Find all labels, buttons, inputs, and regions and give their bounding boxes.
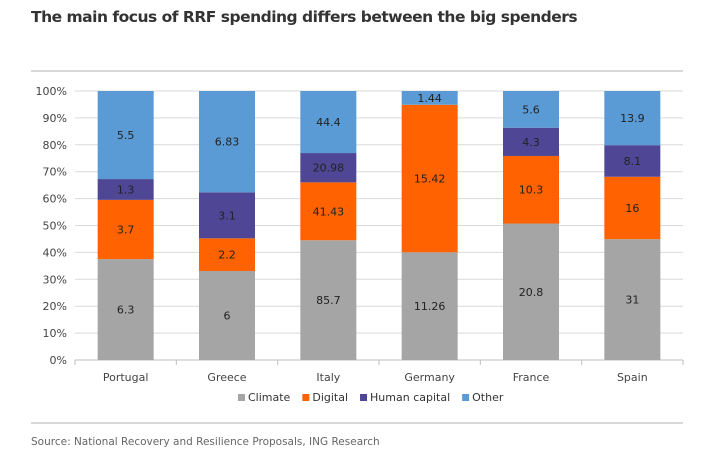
data-label: 5.6 [522,103,540,116]
bar-segment-climate [401,252,458,360]
legend-label: Other [472,391,504,404]
legend-swatch [462,394,470,401]
data-label: 2.2 [218,249,236,262]
y-tick-label: 70% [43,166,67,179]
y-tick-label: 30% [43,273,67,286]
bar-segment-climate [300,240,357,360]
chart-title: The main focus of RRF spending differs b… [31,8,578,26]
data-label: 3.1 [218,209,236,222]
data-label: 31 [625,294,639,307]
bar-segment-digital [503,155,559,224]
data-label: 11.26 [414,300,446,313]
data-label: 85.7 [316,294,341,307]
y-tick-label: 100% [36,85,67,98]
bar-segment-other [604,91,661,146]
bar-segment-other [300,91,357,154]
data-label: 15.42 [414,173,446,186]
data-label: 3.7 [117,224,135,237]
data-label: 20.8 [519,286,544,299]
data-label: 20.98 [313,162,345,175]
bar-segment-human-capital [97,179,154,200]
data-label: 10.3 [519,184,544,197]
bar-segment-human-capital [199,192,255,239]
bar-segment-climate [97,259,154,360]
bar-segment-other [503,91,559,128]
bar-segment-digital [300,182,357,241]
y-tick-label: 0% [50,354,67,367]
x-tick-label: Greece [207,371,246,384]
bar-segment-other [401,91,458,105]
data-label: 8.1 [624,155,642,168]
source-note: Source: National Recovery and Resilience… [31,436,380,448]
y-tick-label: 20% [43,300,67,313]
x-tick-label: Spain [617,371,648,384]
x-tick-label: Germany [404,371,455,384]
legend-label: Climate [248,391,291,404]
bar-segment-climate [604,239,661,360]
data-label: 1.3 [117,183,135,196]
bar-segment-other [199,91,255,193]
y-tick-label: 40% [43,246,67,259]
x-tick-label: Portugal [103,371,149,384]
legend-swatch [238,394,245,401]
bar-segment-human-capital [300,153,357,183]
data-label: 6.83 [215,136,240,149]
data-label: 41.43 [313,205,345,218]
data-label: 5.5 [117,129,135,142]
bar-segment-climate [199,270,255,360]
bar-segment-digital [401,104,458,253]
bar-segment-digital [199,238,255,271]
y-tick-label: 50% [43,220,67,233]
legend-swatch [360,394,368,401]
bar-segment-digital [604,176,661,240]
legend-swatch [302,394,310,401]
data-label: 4.3 [522,136,540,149]
bottom-divider [31,422,683,424]
bar-segment-other [97,91,154,180]
data-label: 13.9 [620,112,645,125]
bar-segment-human-capital [604,145,661,177]
data-label: 6.3 [117,304,135,317]
y-tick-label: 60% [43,193,67,206]
bar-segment-digital [97,199,154,260]
data-label: 16 [625,202,639,215]
x-tick-label: France [513,371,550,384]
bar-segment-human-capital [503,127,559,156]
x-tick-label: Italy [316,371,340,384]
y-tick-label: 90% [43,112,67,125]
top-divider [31,70,683,72]
bar-segment-climate [503,223,559,360]
y-tick-label: 10% [43,327,67,340]
legend-label: Digital [312,391,348,404]
data-label: 44.4 [316,116,341,129]
y-tick-label: 80% [43,139,67,152]
data-label: 1.44 [417,92,442,105]
legend-label: Human capital [370,391,450,404]
data-label: 6 [224,309,231,322]
